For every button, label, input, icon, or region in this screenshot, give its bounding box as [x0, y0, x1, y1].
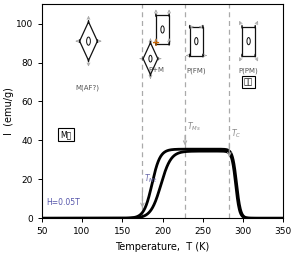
Circle shape [202, 25, 204, 29]
Circle shape [241, 25, 243, 29]
Circle shape [189, 25, 191, 29]
Text: +: + [152, 38, 160, 48]
Circle shape [88, 59, 89, 62]
Text: M(AF?): M(AF?) [76, 84, 100, 91]
Circle shape [96, 39, 98, 43]
Circle shape [241, 54, 243, 57]
Text: 母相: 母相 [244, 78, 253, 87]
Circle shape [254, 54, 256, 57]
Circle shape [79, 39, 81, 43]
Text: $T_{Ms}$: $T_{Ms}$ [187, 120, 201, 133]
X-axis label: Temperature,  T (K): Temperature, T (K) [115, 242, 210, 252]
Circle shape [142, 57, 144, 61]
Y-axis label: I  (emu/g): I (emu/g) [4, 87, 14, 135]
Circle shape [189, 54, 191, 57]
Bar [190, 27, 203, 56]
Bar [156, 15, 169, 44]
Circle shape [150, 73, 151, 77]
Circle shape [157, 57, 159, 61]
Circle shape [155, 13, 157, 17]
Text: M相: M相 [60, 130, 72, 139]
Circle shape [168, 42, 170, 46]
Bar [242, 27, 255, 56]
Text: $T_{Mt}$: $T_{Mt}$ [144, 173, 157, 185]
Text: $T_C$: $T_C$ [231, 128, 241, 140]
Circle shape [150, 41, 151, 45]
Circle shape [88, 20, 89, 24]
Circle shape [254, 25, 256, 29]
Circle shape [168, 13, 170, 17]
Text: P(FM): P(FM) [186, 67, 206, 73]
Text: H=0.05T: H=0.05T [46, 198, 80, 207]
Circle shape [202, 54, 204, 57]
Circle shape [155, 42, 157, 46]
Text: P(PM): P(PM) [239, 67, 258, 73]
Text: P+M: P+M [148, 67, 164, 73]
